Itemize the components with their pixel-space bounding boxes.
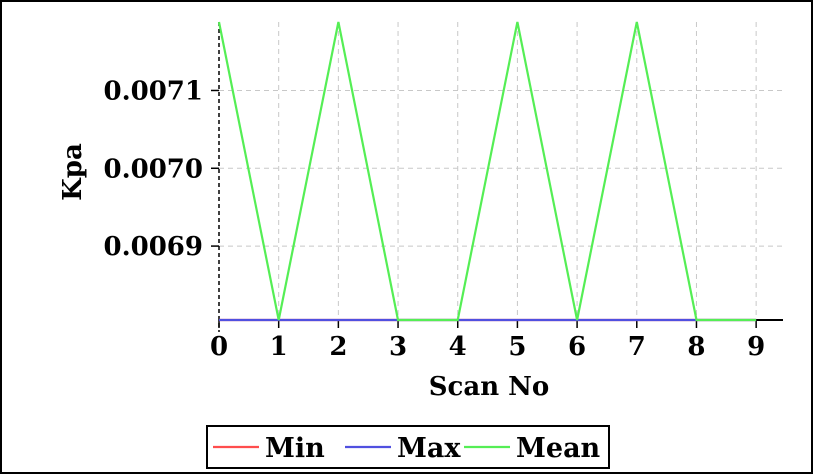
series-line-mean: [217, 21, 757, 322]
x-tick-label: 2: [329, 332, 347, 362]
y-axis-title: Kpa: [58, 143, 88, 201]
y-tick-label: 0.0071: [103, 76, 203, 106]
y-tick-label: 0.0070: [103, 154, 203, 184]
x-tick-label: 3: [389, 332, 407, 362]
x-tick-label: 0: [210, 332, 228, 362]
legend-label-mean: Mean: [516, 433, 601, 464]
grid: [219, 22, 783, 320]
x-axis-title: Scan No: [429, 372, 550, 402]
x-tick-label: 6: [568, 332, 586, 362]
series-lines: [217, 21, 757, 322]
legend: Min Max Mean: [206, 425, 610, 469]
legend-box: [206, 425, 610, 469]
axes: [211, 22, 783, 332]
y-tick-label: 0.0069: [103, 232, 203, 262]
x-tick-label: 1: [270, 332, 288, 362]
legend-label-min: Min: [265, 433, 325, 464]
x-tick-label: 5: [508, 332, 526, 362]
x-tick-label: 9: [747, 332, 765, 362]
x-tick-label: 8: [687, 332, 705, 362]
x-tick-label: 7: [628, 332, 646, 362]
tick-labels: 0.0069 0.0070 0.0071 0 1 2 3 4 5 6 7 8 9: [103, 76, 765, 362]
x-tick-label: 4: [449, 332, 467, 362]
legend-label-max: Max: [397, 433, 461, 464]
